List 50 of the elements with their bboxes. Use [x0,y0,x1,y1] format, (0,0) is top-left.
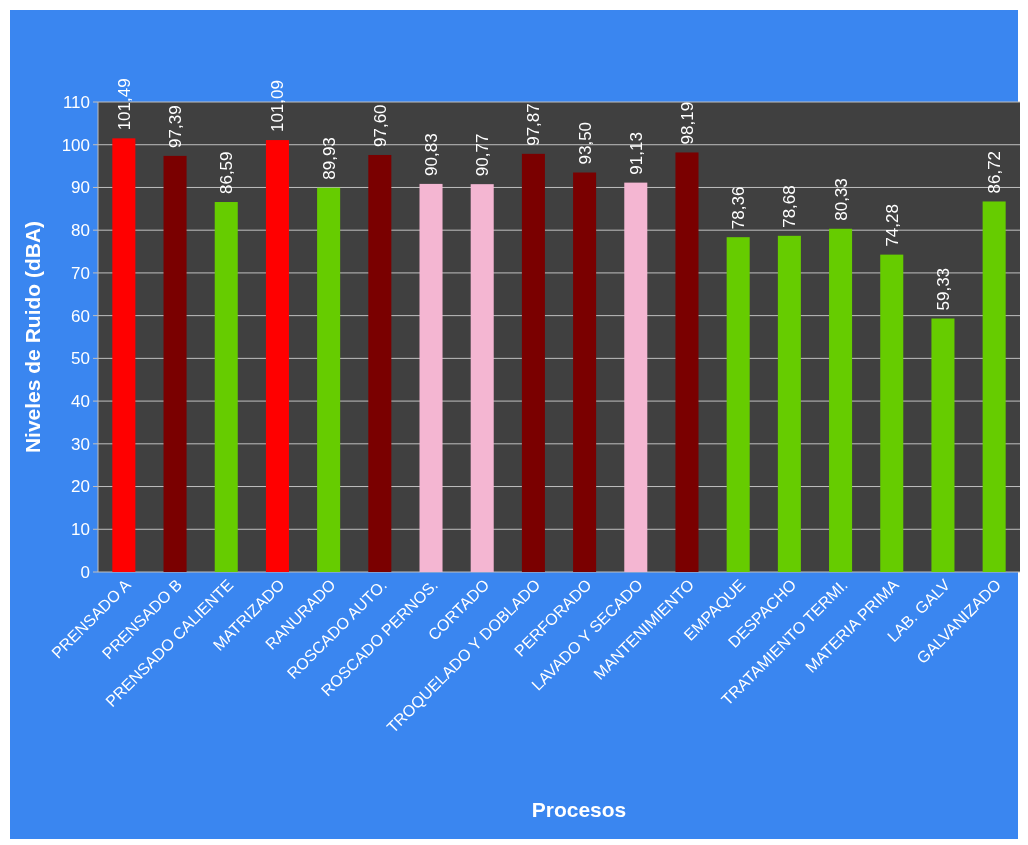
y-tick-label: 0 [80,562,90,582]
bar [675,152,699,572]
y-tick-label: 50 [71,349,90,369]
data-label: 78,68 [780,185,800,228]
data-label: 101,09 [268,80,288,133]
data-label: 90,83 [422,133,442,176]
data-label: 97,39 [166,105,186,148]
data-label: 101,49 [114,78,134,131]
y-tick-label: 110 [62,92,90,112]
data-label: 93,50 [575,121,595,165]
bar [573,172,597,572]
bar [265,140,289,572]
data-label: 59,33 [933,267,953,311]
data-label: 90,77 [473,133,493,177]
y-axis-title: Niveles de Ruido (dBA) [21,220,44,454]
data-label: 89,93 [319,137,339,180]
data-label: 74,28 [882,204,902,247]
data-label: 97,87 [524,103,544,146]
bar [829,228,853,572]
bar [777,235,801,572]
bar [982,201,1006,572]
y-tick-label: 20 [71,477,90,497]
y-tick-label: 70 [71,263,90,283]
y-tick-label: 100 [61,135,90,155]
bar [931,318,955,572]
bar [419,183,443,572]
bar [470,184,494,572]
y-tick-label: 80 [71,221,90,241]
data-label: 86,72 [985,150,1005,194]
data-label: 97,60 [370,104,390,147]
bar [317,187,341,572]
y-tick-label: 90 [71,178,90,198]
data-label: 98,19 [677,101,697,145]
y-tick-label: 10 [71,520,90,540]
bar [163,155,187,572]
bar [112,138,136,572]
bar [624,182,648,572]
bar [521,153,545,572]
x-axis-title: Procesos [531,798,627,821]
data-label: 78,36 [729,186,749,230]
data-label: 80,33 [831,178,851,221]
data-label: 91,13 [626,132,646,175]
data-label: 86,59 [217,151,237,195]
bar [214,202,238,572]
bar [880,254,904,572]
y-tick-label: 60 [71,306,90,326]
y-tick-label: 30 [71,434,90,454]
y-tick-label: 40 [71,392,90,412]
bar [726,237,750,572]
bar [368,154,392,572]
